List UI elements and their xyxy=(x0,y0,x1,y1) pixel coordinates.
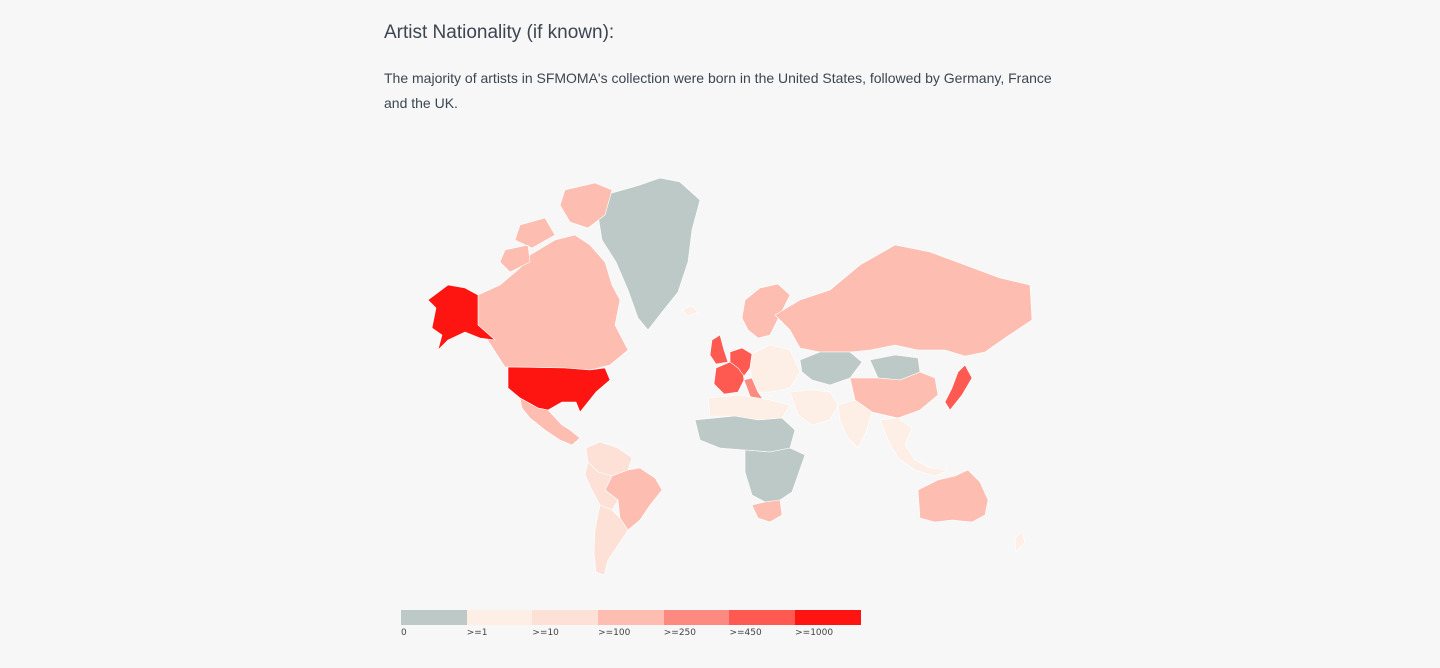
legend-item: >=100 xyxy=(598,610,664,638)
section-title: Artist Nationality (if known): xyxy=(384,22,615,43)
legend: 0 >=1 >=10 >=100 >=250 >=450 >=1000 xyxy=(401,610,861,638)
region-japan[interactable] xyxy=(944,364,973,411)
legend-item: >=250 xyxy=(663,610,730,638)
region-peru-bolivia[interactable] xyxy=(584,461,619,511)
legend-swatch xyxy=(401,610,467,625)
region-north-africa[interactable] xyxy=(707,394,791,421)
legend-item: >=450 xyxy=(729,610,796,638)
legend-label: 0 xyxy=(401,628,407,638)
region-canada-arctic[interactable] xyxy=(499,182,613,273)
region-iceland[interactable] xyxy=(681,305,699,317)
region-new-zealand[interactable] xyxy=(1014,531,1026,553)
region-sahara-africa[interactable] xyxy=(694,415,796,453)
legend-swatch xyxy=(663,610,730,625)
legend-label: >=100 xyxy=(598,628,631,638)
region-united-kingdom[interactable] xyxy=(709,334,729,365)
legend-label: >=250 xyxy=(663,628,697,638)
region-india[interactable] xyxy=(837,399,873,449)
section-description: The majority of artists in SFMOMA's coll… xyxy=(384,70,1052,111)
region-alaska[interactable] xyxy=(427,284,496,351)
region-canada[interactable] xyxy=(477,234,629,371)
legend-swatch xyxy=(532,610,599,625)
legend-item: >=10 xyxy=(532,610,599,638)
legend-swatch xyxy=(729,610,796,625)
legend-swatch xyxy=(466,610,533,625)
region-southeast-asia[interactable] xyxy=(879,417,949,477)
legend-label: >=1 xyxy=(466,628,488,638)
region-central-africa[interactable] xyxy=(744,447,806,503)
region-eastern-europe[interactable] xyxy=(749,344,801,393)
legend-label: >=450 xyxy=(729,628,762,638)
world-map xyxy=(427,177,1033,576)
region-greenland[interactable] xyxy=(597,177,701,331)
region-germany[interactable] xyxy=(729,347,753,377)
legend-label: >=10 xyxy=(532,628,559,638)
region-scandinavia[interactable] xyxy=(741,283,791,339)
region-argentina[interactable] xyxy=(593,504,629,576)
legend-swatch xyxy=(795,610,861,625)
legend-item: >=1000 xyxy=(795,610,861,638)
region-australia[interactable] xyxy=(917,469,989,523)
legend-swatch xyxy=(598,610,664,625)
region-mexico[interactable] xyxy=(519,397,581,446)
legend-item: >=1 xyxy=(466,610,533,638)
legend-label: >=1000 xyxy=(795,628,834,638)
region-south-africa[interactable] xyxy=(751,499,783,523)
region-russia[interactable] xyxy=(774,244,1033,357)
region-middle-east[interactable] xyxy=(789,389,839,426)
legend-item: 0 xyxy=(401,610,467,638)
